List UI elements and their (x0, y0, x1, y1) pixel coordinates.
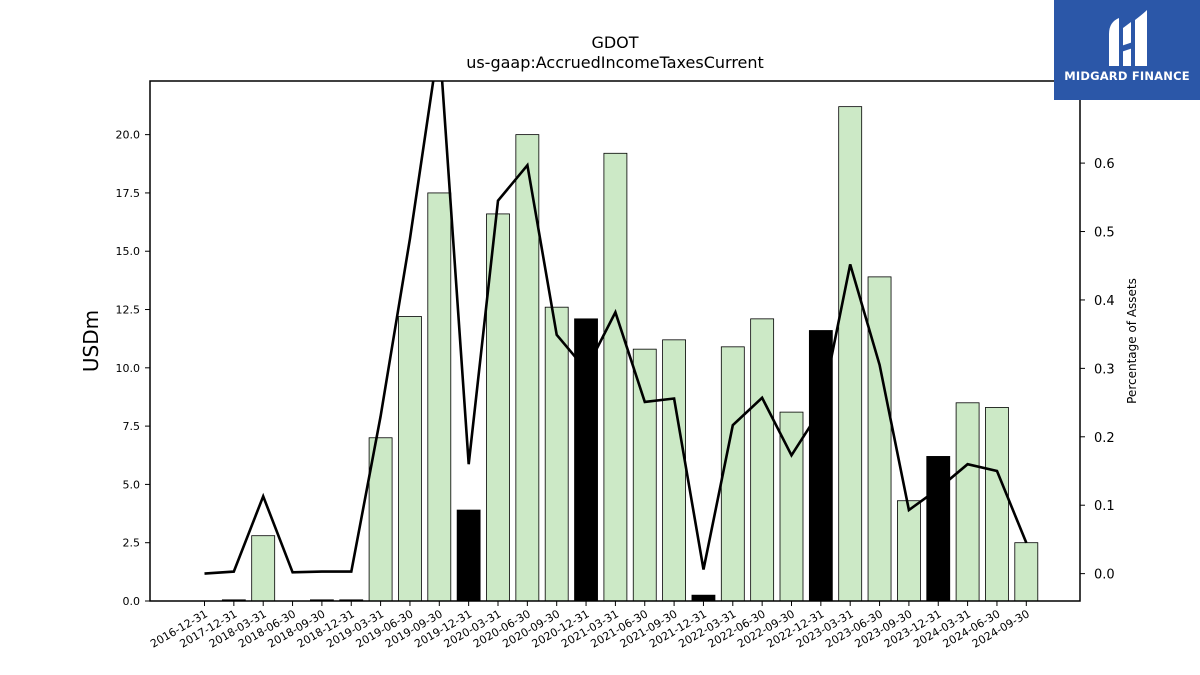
line-layer (204, 81, 1028, 575)
chart-title: GDOT (591, 33, 638, 52)
y-left-tick-label: 10.0 (116, 362, 141, 375)
bar-2018-03-31 (251, 535, 276, 602)
y-right-tick-label: 0.6 (1094, 157, 1115, 172)
y-left-tick-label: 0.0 (123, 595, 141, 608)
bar-2023-03-31 (838, 106, 863, 602)
y-right-tick-label: 0.5 (1094, 226, 1115, 241)
y-left-tick-label: 12.5 (116, 304, 141, 317)
bar-2024-06-30 (985, 407, 1009, 602)
bar-2020-09-30 (544, 306, 569, 602)
bar-2019-09-30 (427, 192, 452, 602)
y-right-tick-label: 0.2 (1094, 431, 1115, 446)
bar-2024-09-30 (1014, 542, 1039, 602)
y-left-tick-label: 7.5 (123, 420, 141, 433)
bar-2023-09-30 (897, 500, 921, 602)
y-axis-left-label: USDm (79, 310, 103, 372)
bar-2023-06-30 (867, 276, 892, 602)
chart-subtitle: us-gaap:AccruedIncomeTaxesCurrent (466, 53, 764, 72)
y-axis-right-label: Percentage of Assets (1125, 278, 1139, 404)
y-left-tick-label: 2.5 (123, 537, 141, 550)
bar-2022-03-31 (720, 346, 745, 602)
bar-2023-12-31 (926, 456, 951, 602)
bar-2021-06-30 (632, 348, 657, 602)
bar-2019-12-31 (456, 509, 481, 602)
y-right-tick-label: 0.4 (1094, 294, 1115, 309)
bar-2021-03-31 (603, 152, 628, 602)
brand-logo: MIDGARD FINANCE (1054, 0, 1200, 100)
bar-2021-09-30 (662, 339, 686, 602)
y-right-tick-label: 0.0 (1094, 568, 1115, 583)
bar-2021-12-31 (691, 594, 716, 602)
y-left-tick-label: 15.0 (116, 245, 141, 258)
bar-2022-06-30 (750, 318, 775, 602)
y-left-tick-label: 20.0 (116, 129, 141, 142)
bar-2024-03-31 (955, 402, 980, 602)
y-right-tick-label: 0.3 (1094, 362, 1115, 377)
y-right-tick-label: 0.1 (1094, 499, 1115, 514)
y-left-tick-label: 5.0 (123, 478, 141, 491)
bar-2019-06-30 (398, 316, 422, 602)
logo-text: MIDGARD FINANCE (1064, 69, 1190, 83)
series-line-percentage-of-assets (204, 81, 1028, 575)
midgard-logo-icon (1109, 10, 1147, 66)
y-left-tick-label: 17.5 (116, 187, 141, 200)
